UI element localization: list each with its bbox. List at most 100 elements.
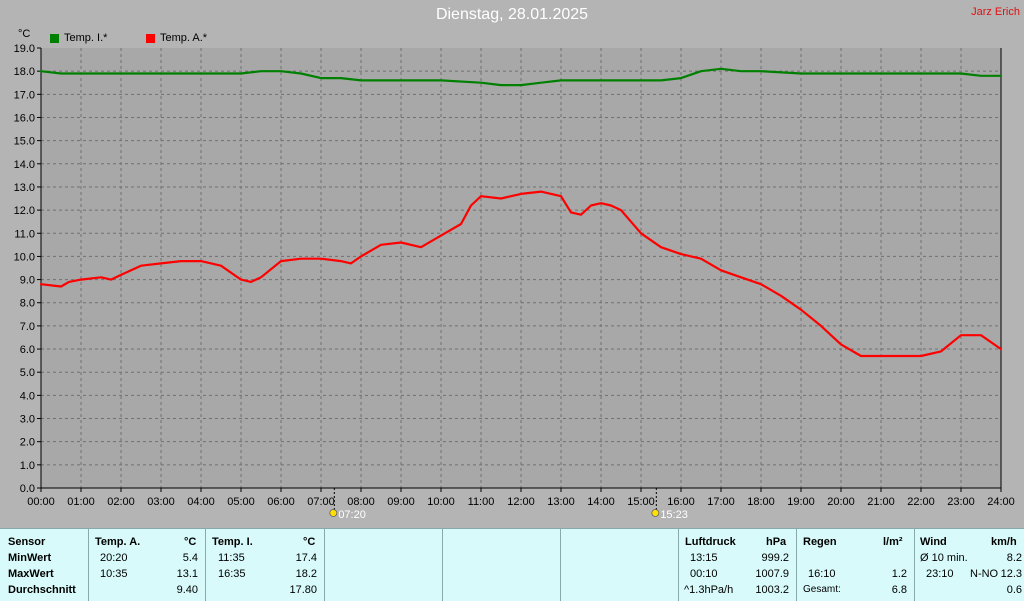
wind-max-direction: N-NO	[970, 568, 999, 580]
x-tick-label: 15:00	[627, 496, 655, 508]
y-tick-label: 5.0	[20, 367, 35, 379]
sensor-header: Sensor	[8, 536, 46, 548]
col-divider	[914, 529, 915, 601]
temp-i-avg-value: 17.80	[289, 584, 317, 596]
temperature-chart: 0.0 1.0 2.0 3.0 4.0 5.0 6.0 7.0 8.0 9.0 10.0 11.0 12…	[14, 43, 1015, 521]
x-tick-label: 09:00	[387, 496, 415, 508]
x-tick-label: 16:00	[667, 496, 695, 508]
rain-unit: l/m²	[883, 536, 903, 548]
pressure-max-time: 00:10	[690, 568, 718, 580]
series-line-inside-temp	[39, 67, 1003, 87]
pressure-unit: hPa	[766, 536, 787, 548]
col-divider	[205, 529, 206, 601]
y-tick-label: 15.0	[14, 136, 35, 148]
y-tick-label: 14.0	[14, 159, 35, 171]
sun-marker-label: 15:23	[660, 509, 688, 521]
x-axis: 00:00 01:00 02:00 03:00 04:00 05:00 06:00 07:00…	[27, 48, 1015, 508]
legend-label-inside: Temp. I.*	[64, 32, 108, 44]
row-label-min: MinWert	[8, 552, 52, 564]
y-tick-label: 8.0	[20, 298, 35, 310]
y-tick-label: 16.0	[14, 112, 35, 124]
y-tick-label: 0.0	[20, 483, 35, 495]
row-label-avg: Durchschnitt	[8, 584, 76, 596]
x-tick-label: 18:00	[747, 496, 775, 508]
legend-swatch-outside	[146, 33, 155, 43]
x-tick-label: 20:00	[827, 496, 855, 508]
x-tick-label: 14:00	[587, 496, 615, 508]
y-tick-label: 19.0	[14, 43, 35, 55]
pressure-trend: ^1.3hPa/h	[684, 584, 734, 596]
wind-unit: km/h	[991, 536, 1017, 548]
pressure-header: Luftdruck	[685, 536, 736, 548]
legend-label-outside: Temp. A.*	[160, 32, 208, 44]
temp-a-min-value: 5.4	[182, 552, 198, 564]
sun-icon	[329, 509, 338, 517]
pressure-min-time: 13:15	[690, 552, 718, 564]
legend-item-inside: Temp. I.*	[50, 32, 107, 44]
temp-i-unit: °C	[303, 536, 316, 548]
y-tick-label: 18.0	[14, 66, 35, 78]
col-divider	[442, 529, 443, 601]
x-tick-label: 00:00	[27, 496, 55, 508]
y-tick-label: 9.0	[20, 275, 35, 287]
pressure-min-value: 999.2	[761, 552, 789, 564]
temp-a-header: Temp. A.	[95, 536, 141, 548]
sun-icon	[651, 509, 660, 517]
x-tick-label: 22:00	[907, 496, 935, 508]
rain-total-value: 6.8	[891, 584, 907, 596]
x-tick-label: 05:00	[227, 496, 255, 508]
wind-third-value: 0.6	[1006, 584, 1022, 596]
x-tick-label: 07:00	[307, 496, 335, 508]
y-tick-label: 4.0	[20, 390, 35, 402]
rain-max-time: 16:10	[808, 568, 836, 580]
temp-a-unit: °C	[184, 536, 197, 548]
x-tick-label: 08:00	[347, 496, 375, 508]
x-tick-label: 03:00	[147, 496, 175, 508]
y-tick-label: 1.0	[20, 460, 35, 472]
temp-i-header: Temp. I.	[212, 536, 253, 548]
temp-a-max-value: 13.1	[176, 568, 198, 580]
chart-title: Dienstag, 28.01.2025	[435, 6, 589, 23]
col-divider	[324, 529, 325, 601]
legend-item-outside: Temp. A.*	[146, 32, 207, 44]
y-tick-label: 7.0	[20, 321, 35, 333]
rain-total-label: Gesamt:	[803, 584, 841, 595]
series-lines	[39, 67, 1003, 358]
temp-i-max-value: 18.2	[295, 568, 317, 580]
sun-markers: 07:20 15:23	[329, 488, 688, 521]
wind-avg-label: Ø 10 min.	[920, 552, 968, 564]
temp-i-min-value: 17.4	[295, 552, 317, 564]
x-tick-label: 12:00	[507, 496, 535, 508]
temp-i-max-time: 16:35	[218, 568, 246, 580]
rain-header: Regen	[803, 536, 837, 548]
x-tick-label: 24:00	[987, 496, 1015, 508]
x-tick-label: 19:00	[787, 496, 815, 508]
y-tick-label: 13.0	[14, 182, 35, 194]
sun-marker-label: 07:20	[338, 509, 366, 521]
y-tick-label: 10.0	[14, 251, 35, 263]
y-tick-label: 17.0	[14, 89, 35, 101]
y-tick-label: 6.0	[20, 344, 35, 356]
x-tick-label: 17:00	[707, 496, 735, 508]
x-tick-label: 04:00	[187, 496, 215, 508]
col-divider	[560, 529, 561, 601]
temp-a-avg-value: 9.40	[176, 584, 198, 596]
x-tick-label: 02:00	[107, 496, 135, 508]
rain-max-value: 1.2	[891, 568, 907, 580]
y-tick-label: 3.0	[20, 414, 35, 426]
x-tick-label: 23:00	[947, 496, 975, 508]
x-tick-label: 13:00	[547, 496, 575, 508]
series-line-outside-temp	[39, 190, 1003, 358]
wind-max-time: 23:10	[926, 568, 954, 580]
col-divider	[88, 529, 89, 601]
credit-label: Jarz Erich	[971, 6, 1020, 18]
y-axis: 0.0 1.0 2.0 3.0 4.0 5.0 6.0 7.0 8.0 9.0 10.0 11.0 12…	[14, 43, 41, 495]
y-tick-label: 12.0	[14, 205, 35, 217]
temp-i-min-time: 11:35	[218, 552, 245, 564]
x-tick-label: 10:00	[427, 496, 455, 508]
x-tick-label: 01:00	[67, 496, 95, 508]
y-tick-label: 11.0	[14, 228, 35, 240]
y-tick-label: 2.0	[20, 437, 35, 449]
wind-avg-value: 8.2	[1006, 552, 1022, 564]
x-tick-label: 06:00	[267, 496, 295, 508]
